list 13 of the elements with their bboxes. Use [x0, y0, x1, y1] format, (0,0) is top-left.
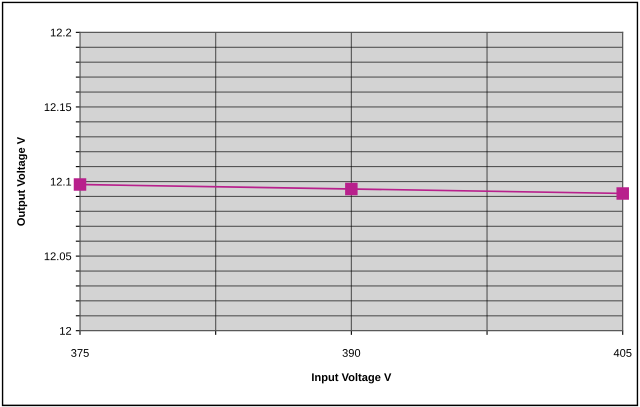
- y-tick-label: 12.2: [50, 28, 72, 36]
- y-axis-title: Output Voltage V: [16, 136, 28, 226]
- point: [616, 187, 629, 200]
- x-tick-label: 375: [71, 349, 89, 357]
- x-tick-label: 390: [342, 349, 360, 357]
- y-tick-label: 12: [60, 326, 72, 335]
- y-tick-label: 12.1: [50, 178, 72, 186]
- y-tick-label: 12.05: [44, 252, 72, 260]
- x-tick-label: 405: [614, 349, 632, 357]
- point: [345, 182, 358, 196]
- y-tick-label: 12.15: [44, 103, 72, 112]
- point: [74, 178, 86, 191]
- x-axis-title: Input Voltage V: [312, 372, 392, 384]
